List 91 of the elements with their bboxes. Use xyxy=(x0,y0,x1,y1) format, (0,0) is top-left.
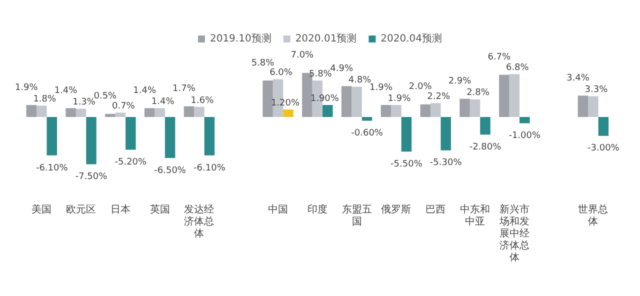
bar xyxy=(420,104,430,117)
data-label: 4.8% xyxy=(348,76,372,86)
data-label: 1.9% xyxy=(14,82,38,93)
bar xyxy=(144,108,155,117)
legend-label: 2020.04预测 xyxy=(380,32,442,45)
data-label: 6.0% xyxy=(270,68,293,78)
data-label: 1.4% xyxy=(54,86,78,96)
bar xyxy=(352,86,362,117)
x-tick-label: 印度 xyxy=(307,204,328,216)
data-label: 3.3% xyxy=(584,85,608,96)
data-label: 2.0% xyxy=(408,82,432,92)
data-label: 1.4% xyxy=(151,97,175,108)
data-label: 1.4% xyxy=(133,86,156,96)
data-label: 3.4% xyxy=(566,73,590,84)
bar xyxy=(26,105,37,117)
data-label: 2.8% xyxy=(466,88,490,98)
bar xyxy=(440,117,451,150)
bar xyxy=(322,105,333,117)
data-label: -6.10% xyxy=(194,163,226,174)
data-label: 5.8% xyxy=(251,58,275,68)
data-label: -5.30% xyxy=(430,158,462,168)
data-label: 5.8% xyxy=(308,69,332,80)
bar xyxy=(430,103,441,117)
data-label: -1.00% xyxy=(508,131,542,142)
bar xyxy=(480,117,490,135)
bar xyxy=(578,96,588,117)
legend-label: 2019.10预测 xyxy=(210,32,272,45)
bar xyxy=(184,106,194,117)
bar xyxy=(194,106,204,117)
data-label: -0.60% xyxy=(351,128,384,139)
bar xyxy=(105,114,116,117)
data-label: 1.3% xyxy=(72,98,96,108)
data-label: 0.7% xyxy=(112,101,136,112)
bar xyxy=(391,105,402,117)
data-label: 7.0% xyxy=(290,50,314,61)
data-label: -2.80% xyxy=(469,142,502,152)
bar xyxy=(470,99,480,117)
data-label: 1.9% xyxy=(388,94,412,104)
bar xyxy=(262,80,273,117)
data-label: -7.50% xyxy=(75,172,108,182)
bar xyxy=(86,117,96,164)
x-tick-label: 东盟五国 xyxy=(342,204,372,228)
data-label: -3.00% xyxy=(588,144,620,154)
bar xyxy=(460,98,470,117)
bar xyxy=(204,117,215,156)
x-tick-label: 世界总体 xyxy=(578,204,608,228)
data-label: 1.6% xyxy=(190,96,214,106)
legend-label: 2020.01预测 xyxy=(295,32,357,45)
data-label: 2.9% xyxy=(448,76,472,87)
x-tick-label: 俄罗斯 xyxy=(381,204,412,216)
data-label: 1.20% xyxy=(270,98,300,108)
bar xyxy=(341,86,352,117)
bar xyxy=(401,117,412,152)
data-label: -6.50% xyxy=(154,166,186,176)
bar xyxy=(362,117,372,121)
bar xyxy=(46,117,57,156)
data-label: -6.10% xyxy=(36,163,68,174)
bar xyxy=(36,106,47,117)
data-label: 1.7% xyxy=(172,84,196,94)
data-label: 1.8% xyxy=(33,94,57,105)
bar xyxy=(126,117,136,150)
x-tick-label: 美国 xyxy=(32,204,52,216)
x-tick-label: 日本 xyxy=(110,204,130,216)
data-label: -5.50% xyxy=(390,159,423,170)
bar xyxy=(520,117,530,124)
bar xyxy=(598,117,609,136)
x-tick-label: 发达经济体总体 xyxy=(184,204,214,240)
bar xyxy=(283,109,294,117)
bar xyxy=(154,108,165,117)
x-tick-label: 新兴市场和发展中经济体总体 xyxy=(498,204,530,264)
x-tick-label: 巴西 xyxy=(426,204,446,216)
data-label: -5.20% xyxy=(114,158,148,168)
bar xyxy=(509,74,520,117)
bar xyxy=(76,108,86,117)
data-label: 0.5% xyxy=(94,92,118,102)
x-tick-label: 欧元区 xyxy=(66,204,96,216)
data-label: 1.90% xyxy=(310,94,340,104)
data-label: 2.2% xyxy=(427,92,450,102)
bar xyxy=(164,117,176,158)
bar xyxy=(66,108,76,117)
x-tick-label: 中东和中亚 xyxy=(460,204,490,228)
bar xyxy=(115,112,126,117)
data-label: 6.7% xyxy=(488,52,512,63)
data-label: 4.9% xyxy=(330,64,354,74)
bar xyxy=(499,74,510,117)
data-label: 6.8% xyxy=(506,63,530,74)
x-tick-label: 中国 xyxy=(268,204,288,216)
bar xyxy=(380,105,392,117)
data-label: 1.9% xyxy=(370,82,393,93)
x-tick-label: 英国 xyxy=(150,204,170,216)
bar xyxy=(588,96,598,117)
